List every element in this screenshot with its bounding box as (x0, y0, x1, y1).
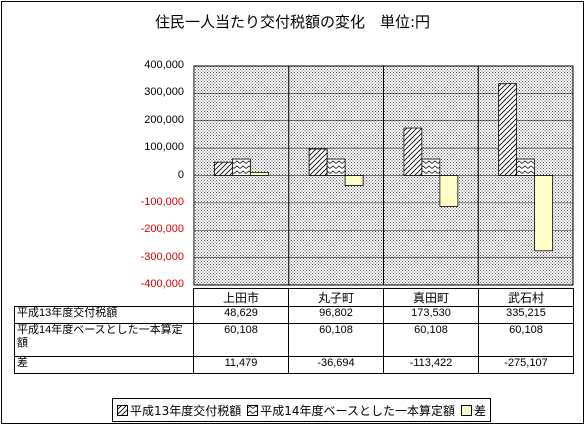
table-row: 差 11,479 -36,694 -113,422 -275,107 (14, 356, 574, 374)
legend-label: 平成14年度ベースとした一本算定額 (260, 403, 455, 418)
bar (403, 127, 423, 176)
table-cell: 60,108 (288, 323, 384, 357)
chart-title: 住民一人当たり交付税額の変化 単位:円 (154, 13, 431, 31)
table-header-cell: 上田市 (193, 288, 289, 307)
bar (421, 158, 441, 176)
y-tick-label: 200,000 (144, 113, 184, 126)
table-cell: -275,107 (478, 356, 574, 374)
table-cell: -36,694 (288, 356, 384, 374)
table-corner (14, 288, 194, 307)
table-cell: 11,479 (193, 356, 289, 374)
chart-legend: 平成13年度交付税額 平成14年度ベースとした一本算定額 差 (112, 398, 491, 422)
data-table: 上田市 丸子町 真田町 武石村 平成13年度交付税額 48,629 96,802… (14, 288, 574, 374)
legend-label: 差 (473, 403, 486, 418)
legend-swatch-solid (460, 404, 472, 416)
legend-item: 平成14年度ベースとした一本算定額 (247, 402, 455, 419)
bar (534, 175, 554, 252)
row-label: 差 (14, 356, 194, 374)
table-cell: -113,422 (383, 356, 479, 374)
y-tick-label: 400,000 (144, 59, 184, 71)
y-tick-label: -200,000 (140, 223, 184, 236)
bar (213, 161, 233, 176)
table-header-cell: 武石村 (478, 288, 574, 307)
y-tick-label: 0 (177, 168, 184, 181)
bar (231, 158, 251, 176)
y-tick-label: 100,000 (144, 141, 184, 154)
y-tick-label: -400,000 (140, 278, 184, 290)
legend-item: 差 (460, 402, 486, 419)
row-label: 平成14年度ベースとした一本算定額 (14, 323, 194, 357)
y-tick-label: -300,000 (140, 250, 184, 263)
bar (326, 158, 346, 176)
table-cell: 96,802 (288, 306, 384, 324)
bar (249, 171, 269, 176)
row-label: 平成13年度交付税額 (14, 306, 194, 324)
table-header-cell: 丸子町 (288, 288, 384, 307)
table-header-cell: 真田町 (383, 288, 479, 307)
bar (344, 175, 364, 186)
bar (308, 148, 328, 176)
table-cell: 173,530 (383, 306, 479, 324)
table-cell: 60,108 (383, 323, 479, 357)
table-header-row: 上田市 丸子町 真田町 武石村 (14, 288, 574, 307)
legend-swatch-zigzag (247, 404, 259, 416)
table-cell: 60,108 (478, 323, 574, 357)
y-tick-label: -100,000 (140, 195, 184, 208)
bar (516, 158, 536, 176)
bar (498, 83, 518, 176)
legend-swatch-diagonal (117, 404, 128, 416)
table-row: 平成14年度ベースとした一本算定額 60,108 60,108 60,108 6… (14, 323, 574, 357)
table-row: 平成13年度交付税額 48,629 96,802 173,530 335,215 (14, 306, 574, 324)
y-tick-label: 300,000 (144, 86, 184, 99)
bar (439, 175, 459, 207)
table-cell: 335,215 (478, 306, 574, 324)
legend-item: 平成13年度交付税額 (117, 402, 241, 419)
table-cell: 60,108 (193, 323, 289, 357)
legend-label: 平成13年度交付税額 (130, 403, 242, 418)
table-cell: 48,629 (193, 306, 289, 324)
